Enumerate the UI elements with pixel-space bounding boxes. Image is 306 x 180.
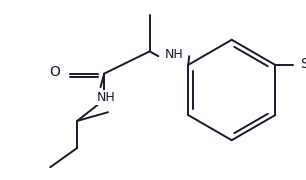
Text: O: O bbox=[50, 65, 61, 79]
Text: NH: NH bbox=[164, 48, 183, 61]
Text: NH: NH bbox=[97, 91, 116, 104]
Text: S: S bbox=[300, 57, 306, 71]
